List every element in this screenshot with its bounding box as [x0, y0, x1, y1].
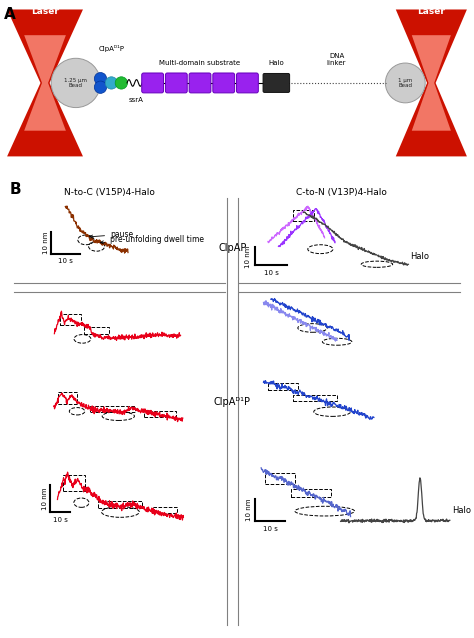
Bar — [90, 406, 135, 413]
Text: ClpAᴰ¹P: ClpAᴰ¹P — [214, 397, 251, 407]
Bar — [291, 489, 331, 497]
Text: Halo: Halo — [410, 252, 429, 261]
Bar — [63, 475, 85, 491]
Text: ClpAP: ClpAP — [218, 242, 246, 253]
Bar — [293, 395, 337, 401]
Text: 10 nm: 10 nm — [42, 487, 48, 510]
Text: B: B — [9, 182, 21, 197]
Bar — [98, 501, 142, 508]
Bar — [268, 383, 298, 390]
FancyBboxPatch shape — [189, 73, 211, 93]
Text: pre-unfolding dwell time: pre-unfolding dwell time — [100, 235, 204, 244]
Text: Halo: Halo — [268, 61, 284, 66]
FancyBboxPatch shape — [213, 73, 235, 93]
Text: ssrA: ssrA — [129, 97, 144, 103]
Circle shape — [115, 77, 128, 89]
Text: Laser: Laser — [31, 7, 59, 16]
Bar — [293, 210, 314, 221]
Circle shape — [51, 58, 100, 108]
Text: Laser: Laser — [418, 7, 445, 16]
Text: 1 μm
Bead: 1 μm Bead — [398, 78, 412, 88]
Text: A: A — [4, 7, 16, 22]
FancyBboxPatch shape — [142, 73, 164, 93]
FancyBboxPatch shape — [165, 73, 187, 93]
Text: 10 s: 10 s — [53, 517, 67, 523]
Text: 10 s: 10 s — [263, 526, 278, 532]
Text: 10 s: 10 s — [264, 270, 279, 276]
Circle shape — [385, 63, 425, 103]
Bar — [84, 327, 109, 334]
Text: DNA
linker: DNA linker — [327, 54, 346, 66]
FancyBboxPatch shape — [237, 73, 258, 93]
Text: 1.25 μm
Bead: 1.25 μm Bead — [64, 78, 87, 88]
Text: 10 nm: 10 nm — [245, 245, 251, 267]
FancyBboxPatch shape — [263, 73, 290, 93]
Text: C-to-N (V13P)4-Halo: C-to-N (V13P)4-Halo — [296, 188, 387, 197]
Text: 10 s: 10 s — [58, 258, 73, 264]
Bar — [60, 315, 81, 325]
Text: Multi-domain substrate: Multi-domain substrate — [159, 61, 241, 66]
Text: pause: pause — [90, 230, 133, 239]
Polygon shape — [7, 10, 83, 156]
Text: 10 nm: 10 nm — [43, 232, 49, 255]
Circle shape — [105, 77, 118, 89]
Bar — [265, 473, 295, 484]
Text: Halo: Halo — [452, 505, 471, 515]
Bar — [152, 507, 177, 514]
Polygon shape — [396, 10, 467, 156]
Polygon shape — [24, 35, 66, 131]
Polygon shape — [412, 35, 451, 131]
Text: ClpAᴰ¹P: ClpAᴰ¹P — [99, 45, 124, 52]
Text: N-to-C (V15P)4-Halo: N-to-C (V15P)4-Halo — [64, 188, 155, 197]
Text: 10 nm: 10 nm — [246, 499, 252, 521]
Bar — [58, 392, 77, 404]
Circle shape — [94, 81, 107, 93]
Bar — [144, 412, 176, 417]
Circle shape — [94, 73, 107, 85]
